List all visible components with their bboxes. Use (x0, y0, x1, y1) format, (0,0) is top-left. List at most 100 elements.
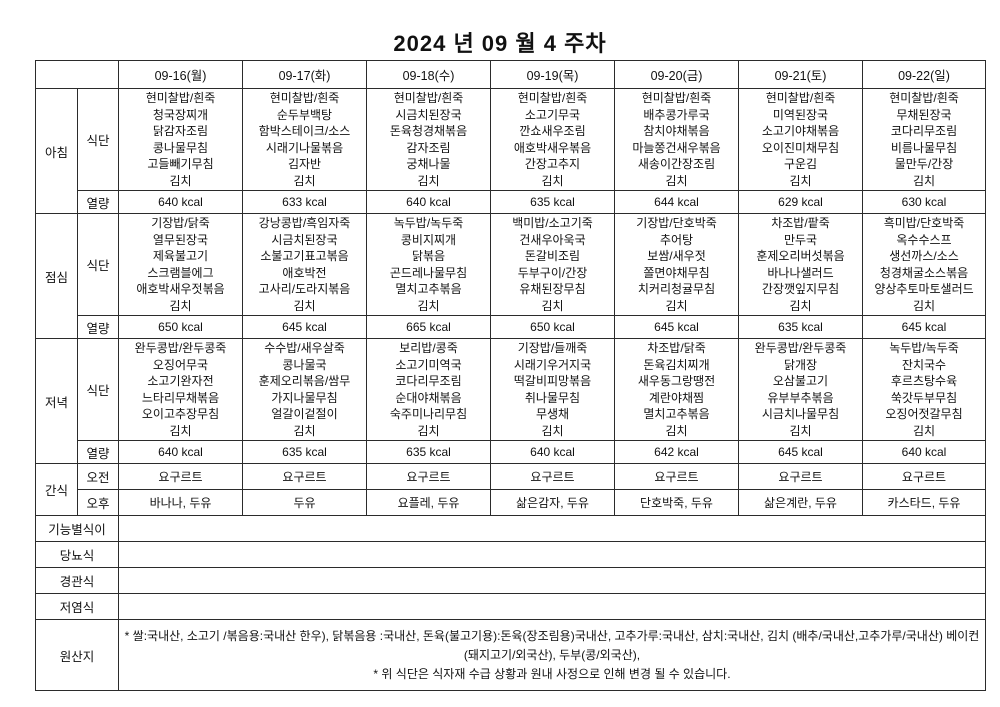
lunch-kcal-wed: 665 kcal (366, 315, 491, 339)
day-header-sun: 09-22(일) (862, 60, 986, 89)
diabetic-diet-value (118, 541, 986, 568)
day-header-fri: 09-20(금) (614, 60, 739, 89)
breakfast-kcal-sat: 629 kcal (738, 190, 863, 214)
pm-label: 오후 (77, 489, 119, 516)
dinner-kcal-fri: 642 kcal (614, 440, 739, 464)
snack-am-sat: 요구르트 (738, 463, 863, 490)
weekly-menu-table: 09-16(월) 09-17(화) 09-18(수) 09-19(목) 09-2… (35, 60, 986, 691)
origin-label: 원산지 (35, 619, 119, 691)
breakfast-kcal-row: 열량 640 kcal 633 kcal 640 kcal 635 kcal 6… (36, 190, 986, 214)
snack-pm-tue: 두유 (242, 489, 367, 516)
tube-feeding-value (118, 567, 986, 594)
low-salt-row: 저염식 (35, 593, 986, 620)
snack-pm-row: 오후 바나나, 두유 두유 요플레, 두유 삶은감자, 두유 단호박죽, 두유 … (36, 489, 986, 516)
snack-pm-wed: 요플레, 두유 (366, 489, 491, 516)
dinner-kcal-wed: 635 kcal (366, 440, 491, 464)
day-header-wed: 09-18(수) (366, 60, 491, 89)
dinner-kcal-thu: 640 kcal (490, 440, 615, 464)
breakfast-kcal-thu: 635 kcal (490, 190, 615, 214)
dinner-menu-sat: 완두콩밥/완두콩죽 닭개장 오삼불고기 유부부추볶음 시금치나물무침 김치 (738, 338, 863, 441)
snack-pm-sun: 카스타드, 두유 (862, 489, 986, 516)
lunch-kcal-mon: 650 kcal (118, 315, 243, 339)
lunch-kcal-thu: 650 kcal (490, 315, 615, 339)
lunch-menu-sun: 흑미밥/단호박죽 옥수수스프 생선까스/소스 청경채굴소스볶음 양상추토마토샐러… (862, 213, 986, 316)
dinner-menu-wed: 보리밥/콩죽 소고기미역국 코다리무조림 순대야채볶음 숙주미나리무침 김치 (366, 338, 491, 441)
tube-feeding-label: 경관식 (35, 567, 119, 594)
snack-pm-thu: 삶은감자, 두유 (490, 489, 615, 516)
dinner-label: 저녁 (35, 338, 78, 464)
breakfast-kcal-fri: 644 kcal (614, 190, 739, 214)
snack-label: 간식 (35, 463, 78, 516)
table-header-row: 09-16(월) 09-17(화) 09-18(수) 09-19(목) 09-2… (35, 60, 986, 89)
breakfast-kcal-mon: 640 kcal (118, 190, 243, 214)
tube-feeding-row: 경관식 (35, 567, 986, 594)
diabetic-diet-row: 당뇨식 (35, 541, 986, 568)
origin-row: 원산지 * 쌀:국내산, 소고기 /볶음용:국내산 한우), 닭볶음용 :국내산… (35, 619, 986, 691)
lunch-menu-row: 점심 식단 기장밥/닭죽 열무된장국 제육불고기 스크램블에그 애호박새우젓볶음… (35, 213, 986, 339)
kcal-label: 열량 (77, 190, 119, 214)
am-label: 오전 (77, 463, 119, 490)
snack-am-tue: 요구르트 (242, 463, 367, 490)
lunch-menu-mon: 기장밥/닭죽 열무된장국 제육불고기 스크램블에그 애호박새우젓볶음 김치 (118, 213, 243, 316)
kcal-label: 열량 (77, 315, 119, 339)
snack-am-thu: 요구르트 (490, 463, 615, 490)
dinner-menu-mon: 완두콩밥/완두콩죽 오징어무국 소고기완자전 느타리무채볶음 오이고추장무침 김… (118, 338, 243, 441)
lunch-menu-fri: 기장밥/단호박죽 추어탕 보쌈/새우젓 쫄면야채무침 치커리청귤무침 김치 (614, 213, 739, 316)
page-title: 2024 년 09 월 4 주차 (393, 31, 607, 56)
functional-diet-row: 기능별식이 (35, 515, 986, 542)
menu-label: 식단 (77, 88, 119, 191)
breakfast-menu-fri: 현미찰밥/흰죽 배추콩가루국 참치야채볶음 마늘쫑건새우볶음 새송이간장조림 김… (614, 88, 739, 191)
origin-notes: * 쌀:국내산, 소고기 /볶음용:국내산 한우), 닭볶음용 :국내산, 돈육… (118, 619, 986, 691)
dinner-kcal-row: 열량 640 kcal 635 kcal 635 kcal 640 kcal 6… (36, 440, 986, 464)
breakfast-menu-sat: 현미찰밥/흰죽 미역된장국 소고기야채볶음 오이진미채무침 구운김 김치 (738, 88, 863, 191)
functional-diet-label: 기능별식이 (35, 515, 119, 542)
lunch-kcal-sun: 645 kcal (862, 315, 986, 339)
dinner-menu-fri: 차조밥/닭죽 돈육김치찌개 새우동그랑땡전 계란야채찜 멸치고추볶음 김치 (614, 338, 739, 441)
dinner-menu-row: 저녁 식단 완두콩밥/완두콩죽 오징어무국 소고기완자전 느타리무채볶음 오이고… (35, 338, 986, 464)
breakfast-label: 아침 (35, 88, 78, 214)
lunch-kcal-tue: 645 kcal (242, 315, 367, 339)
snack-am-row: 간식 오전 요구르트 요구르트 요구르트 요구르트 요구르트 요구르트 요구르트 (35, 463, 986, 516)
breakfast-kcal-sun: 630 kcal (862, 190, 986, 214)
breakfast-menu-wed: 현미찰밥/흰죽 시금치된장국 돈육청경채볶음 감자조림 궁채나물 김치 (366, 88, 491, 191)
breakfast-menu-mon: 현미찰밥/흰죽 청국장찌개 닭감자조림 콩나물무침 고들빼기무침 김치 (118, 88, 243, 191)
menu-label: 식단 (77, 338, 119, 441)
dinner-kcal-sun: 640 kcal (862, 440, 986, 464)
dinner-kcal-tue: 635 kcal (242, 440, 367, 464)
dinner-menu-sun: 녹두밥/녹두죽 잔치국수 후르츠탕수육 쑥갓두부무침 오징어젓갈무침 김치 (862, 338, 986, 441)
snack-am-wed: 요구르트 (366, 463, 491, 490)
breakfast-menu-thu: 현미찰밥/흰죽 소고기무국 깐쇼새우조림 애호박새우볶음 간장고추지 김치 (490, 88, 615, 191)
lunch-kcal-fri: 645 kcal (614, 315, 739, 339)
lunch-kcal-row: 열량 650 kcal 645 kcal 665 kcal 650 kcal 6… (36, 315, 986, 339)
lunch-kcal-sat: 635 kcal (738, 315, 863, 339)
lunch-menu-sat: 차조밥/팥죽 만두국 훈제오리버섯볶음 바나나샐러드 간장깻잎지무침 김치 (738, 213, 863, 316)
day-header-mon: 09-16(월) (118, 60, 243, 89)
lunch-menu-tue: 강낭콩밥/흑임자죽 시금치된장국 소불고기표고볶음 애호박전 고사리/도라지볶음… (242, 213, 367, 316)
lunch-menu-thu: 백미밥/소고기죽 건새우아욱국 돈갈비조림 두부구이/간장 유채된장무침 김치 (490, 213, 615, 316)
snack-pm-sat: 삶은계란, 두유 (738, 489, 863, 516)
snack-pm-fri: 단호박죽, 두유 (614, 489, 739, 516)
day-header-thu: 09-19(목) (490, 60, 615, 89)
snack-am-fri: 요구르트 (614, 463, 739, 490)
dinner-menu-tue: 수수밥/새우살죽 콩나물국 훈제오리볶음/쌈무 가지나물무침 얼갈이겉절이 김치 (242, 338, 367, 441)
snack-am-sun: 요구르트 (862, 463, 986, 490)
dinner-menu-thu: 기장밥/들깨죽 시래기우거지국 떡갈비피망볶음 취나물무침 무생채 김치 (490, 338, 615, 441)
corner-cell (35, 60, 119, 89)
breakfast-menu-row: 아침 식단 현미찰밥/흰죽 청국장찌개 닭감자조림 콩나물무침 고들빼기무침 김… (35, 88, 986, 214)
kcal-label: 열량 (77, 440, 119, 464)
snack-pm-mon: 바나나, 두유 (118, 489, 243, 516)
menu-label: 식단 (77, 213, 119, 316)
day-header-sat: 09-21(토) (738, 60, 863, 89)
lunch-label: 점심 (35, 213, 78, 339)
breakfast-kcal-tue: 633 kcal (242, 190, 367, 214)
functional-diet-value (118, 515, 986, 542)
low-salt-label: 저염식 (35, 593, 119, 620)
dinner-kcal-sat: 645 kcal (738, 440, 863, 464)
dinner-kcal-mon: 640 kcal (118, 440, 243, 464)
lunch-menu-wed: 녹두밥/녹두죽 콩비지찌개 닭볶음 곤드레나물무침 멸치고추볶음 김치 (366, 213, 491, 316)
low-salt-value (118, 593, 986, 620)
breakfast-menu-sun: 현미찰밥/흰죽 무채된장국 코다리무조림 비름나물무침 물만두/간장 김치 (862, 88, 986, 191)
diabetic-diet-label: 당뇨식 (35, 541, 119, 568)
snack-am-mon: 요구르트 (118, 463, 243, 490)
